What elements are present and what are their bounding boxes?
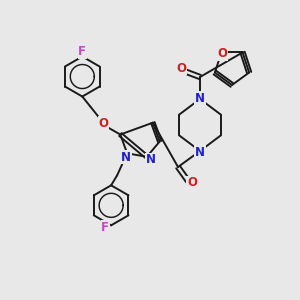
Text: O: O <box>98 117 108 130</box>
Text: F: F <box>78 45 86 58</box>
Text: N: N <box>195 146 205 158</box>
Text: O: O <box>176 61 186 74</box>
Text: N: N <box>121 151 131 164</box>
Text: N: N <box>146 153 156 166</box>
Text: O: O <box>187 176 197 190</box>
Text: O: O <box>218 47 227 60</box>
Text: N: N <box>195 92 205 104</box>
Text: F: F <box>101 221 109 234</box>
